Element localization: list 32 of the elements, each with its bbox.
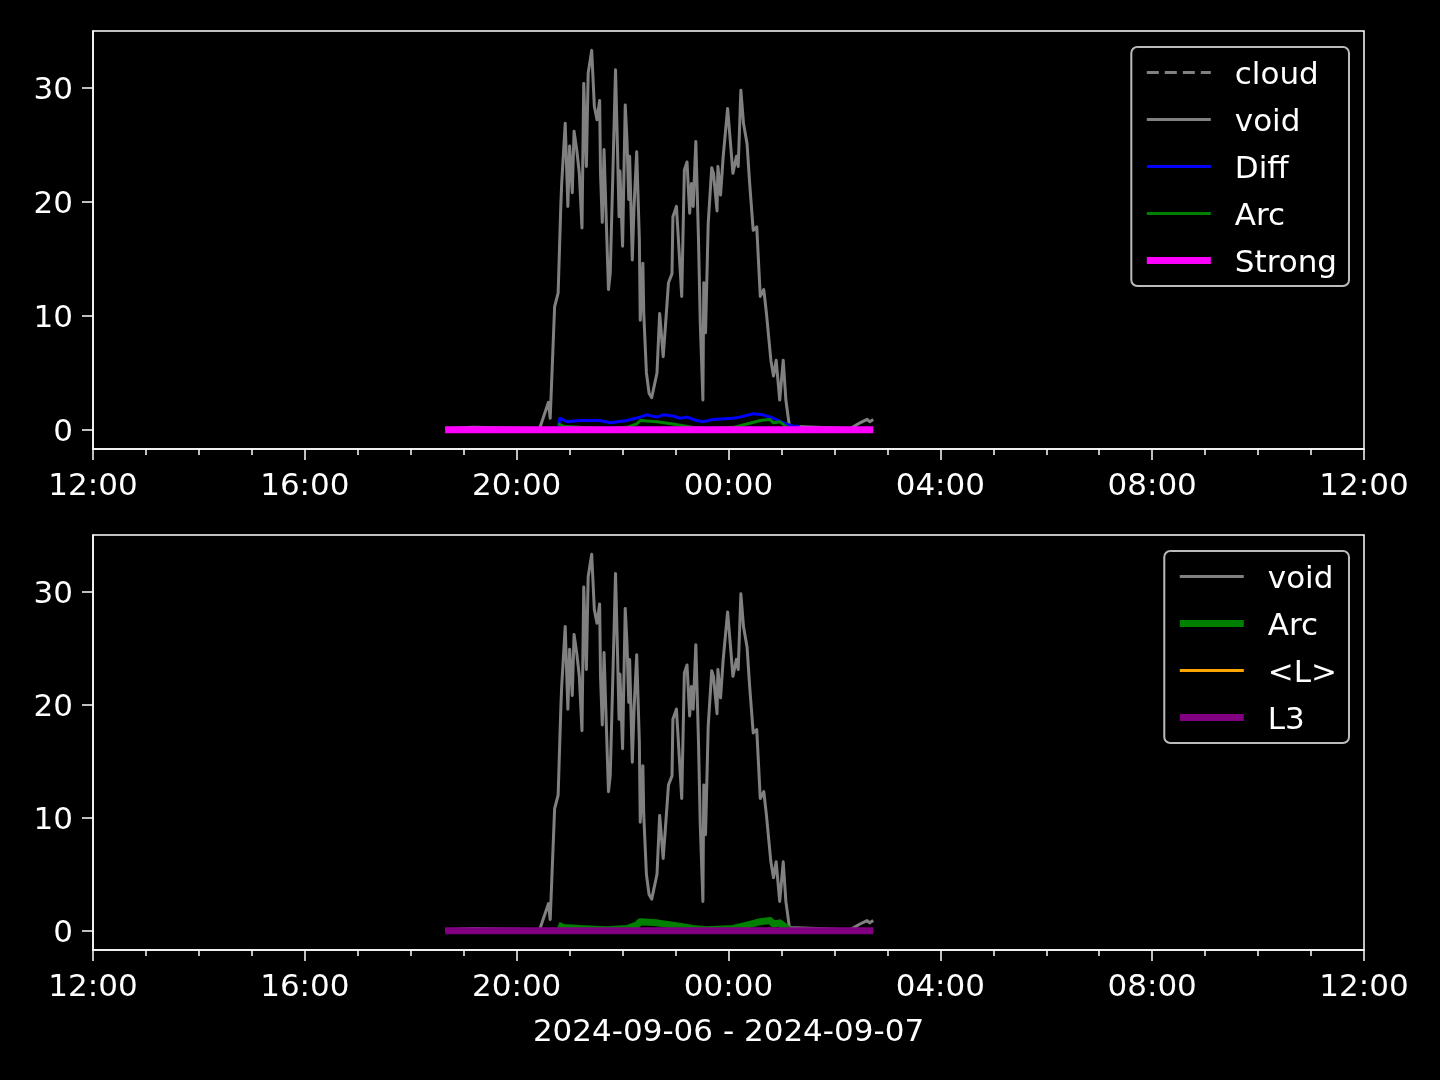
x-tick-label: 00:00	[683, 465, 774, 502]
legend-label: Arc	[1234, 195, 1286, 232]
x-tick-label: 08:00	[1107, 465, 1197, 502]
x-axis-title: 2024-09-06 - 2024-09-07	[532, 1011, 925, 1048]
x-tick-label: 20:00	[471, 465, 562, 502]
x-tick-label: 12:00	[1319, 465, 1409, 502]
x-tick-label: 12:00	[48, 966, 138, 1003]
x-tick-label: 16:00	[260, 966, 350, 1003]
y-tick-label: 20	[33, 183, 73, 220]
y-tick-label: 0	[53, 411, 73, 448]
legend-label: void	[1234, 101, 1301, 138]
y-tick-label: 30	[33, 69, 73, 106]
y-tick-label: 10	[33, 297, 73, 334]
legend-label: cloud	[1234, 54, 1319, 91]
legend-label: <L>	[1267, 652, 1338, 689]
x-tick-label: 08:00	[1107, 966, 1197, 1003]
y-tick-label: 20	[33, 686, 73, 723]
x-tick-label: 00:00	[683, 966, 774, 1003]
legend-label: void	[1267, 558, 1334, 595]
y-tick-label: 10	[33, 799, 73, 836]
legend-label: Strong	[1234, 242, 1338, 279]
legend-label: L3	[1267, 699, 1305, 736]
x-tick-label: 04:00	[895, 465, 986, 502]
legend-label: Diff	[1234, 148, 1290, 185]
x-tick-label: 12:00	[1319, 966, 1409, 1003]
x-tick-label: 16:00	[260, 465, 350, 502]
y-tick-label: 30	[33, 573, 73, 610]
x-tick-label: 20:00	[471, 966, 562, 1003]
legend-label: Arc	[1267, 605, 1319, 642]
x-tick-label: 12:00	[48, 465, 138, 502]
x-tick-label: 04:00	[895, 966, 986, 1003]
y-tick-label: 0	[53, 912, 73, 949]
